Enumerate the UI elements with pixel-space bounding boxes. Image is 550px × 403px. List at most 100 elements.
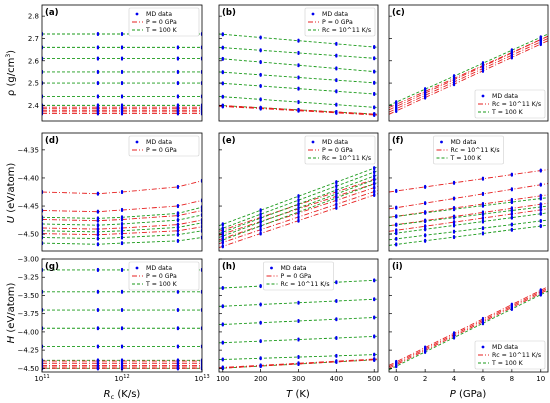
md-data-point [452,220,456,223]
y-tick-label: −3.00 [18,256,39,264]
md-data-point [373,297,376,300]
md-data-point [259,216,262,219]
md-data-point [424,210,427,213]
md-data-point [539,193,542,196]
axes-frame [388,4,549,122]
fit-line [389,224,548,246]
md-data-point [221,304,224,307]
legend-label: MD data [281,265,307,272]
md-data-point [373,357,376,360]
md-data-point [510,187,513,190]
fit-line [219,279,378,289]
md-data-point [259,83,262,87]
fit-line [389,205,548,227]
legend-label: MD data [322,11,348,18]
md-data-point [373,170,376,173]
md-data-point [96,242,100,245]
md-data-point [424,219,427,222]
md-data-point [373,69,376,72]
md-data-point [335,41,338,45]
md-data-point [395,231,398,234]
md-data-point [120,207,124,211]
fit-line [219,298,378,307]
legend-label: MD data [146,265,172,272]
md-data-point [176,105,180,108]
legend-label: MD data [322,139,348,146]
md-data-point [259,48,262,51]
legend-marker [311,12,315,16]
col-label-t: T (K) [286,389,310,400]
md-data-point [96,111,100,114]
legend-label: MD data [451,139,477,146]
md-data-point [176,106,180,109]
x-tick-label: 10 [536,375,545,383]
panel-label: (g) [45,262,59,272]
plot-area [42,267,202,371]
legend-label: MD data [146,139,172,146]
y-tick-label: −4.25 [18,347,39,355]
md-data-point [373,189,376,192]
md-data-point [335,78,338,81]
md-data-point [481,216,485,219]
legend-label: T = 100 K [491,109,524,116]
md-data-point [335,89,338,92]
md-data-point [259,363,262,366]
md-data-point [297,38,300,41]
md-data-point [96,56,100,59]
y-tick-label: −3.50 [18,292,39,300]
md-data-point [176,94,180,97]
md-data-point [96,308,100,311]
md-data-point [120,289,124,293]
y-tick-label: −4.00 [18,328,39,336]
md-data-point [481,210,485,213]
md-data-point [335,184,338,187]
md-data-point [373,315,376,318]
fit-line [389,35,548,111]
md-data-point [259,223,262,227]
md-data-point [395,100,398,103]
md-data-point [335,195,338,199]
x-tick-label: 1011 [34,374,49,383]
md-data-point [96,223,100,226]
md-data-point [96,366,100,369]
md-data-point [120,308,124,311]
md-data-point [221,365,224,368]
md-data-point [510,222,513,225]
md-data-point [297,300,300,303]
md-data-point [510,197,513,201]
fit-line [389,38,548,113]
md-data-point [297,209,300,213]
md-data-point [176,289,180,293]
md-data-point [297,108,300,111]
md-data-point [221,237,224,241]
md-data-point [221,222,224,225]
legend-label: Rc = 10^11 K/s [492,352,541,359]
md-data-point [96,191,100,194]
md-data-point [395,205,398,208]
md-data-point [335,187,338,191]
md-data-point [297,198,300,201]
md-data-point [176,326,180,329]
md-data-point [395,188,398,192]
md-data-point [373,278,376,281]
md-data-point [120,189,124,193]
md-data-point [539,211,542,214]
y-tick-label: −4.40 [18,174,39,182]
panel-label: (c) [392,8,405,18]
md-data-point [176,344,180,347]
fit-line [219,96,378,109]
fit-line [389,40,548,115]
x-tick-label: 6 [481,375,486,383]
md-data-point [373,91,376,95]
md-data-point [259,60,262,63]
md-data-point [176,359,180,362]
legend-label: P = 0 GPa [146,273,177,280]
md-data-point [373,192,376,196]
md-data-point [481,219,485,222]
md-data-point [221,322,224,325]
